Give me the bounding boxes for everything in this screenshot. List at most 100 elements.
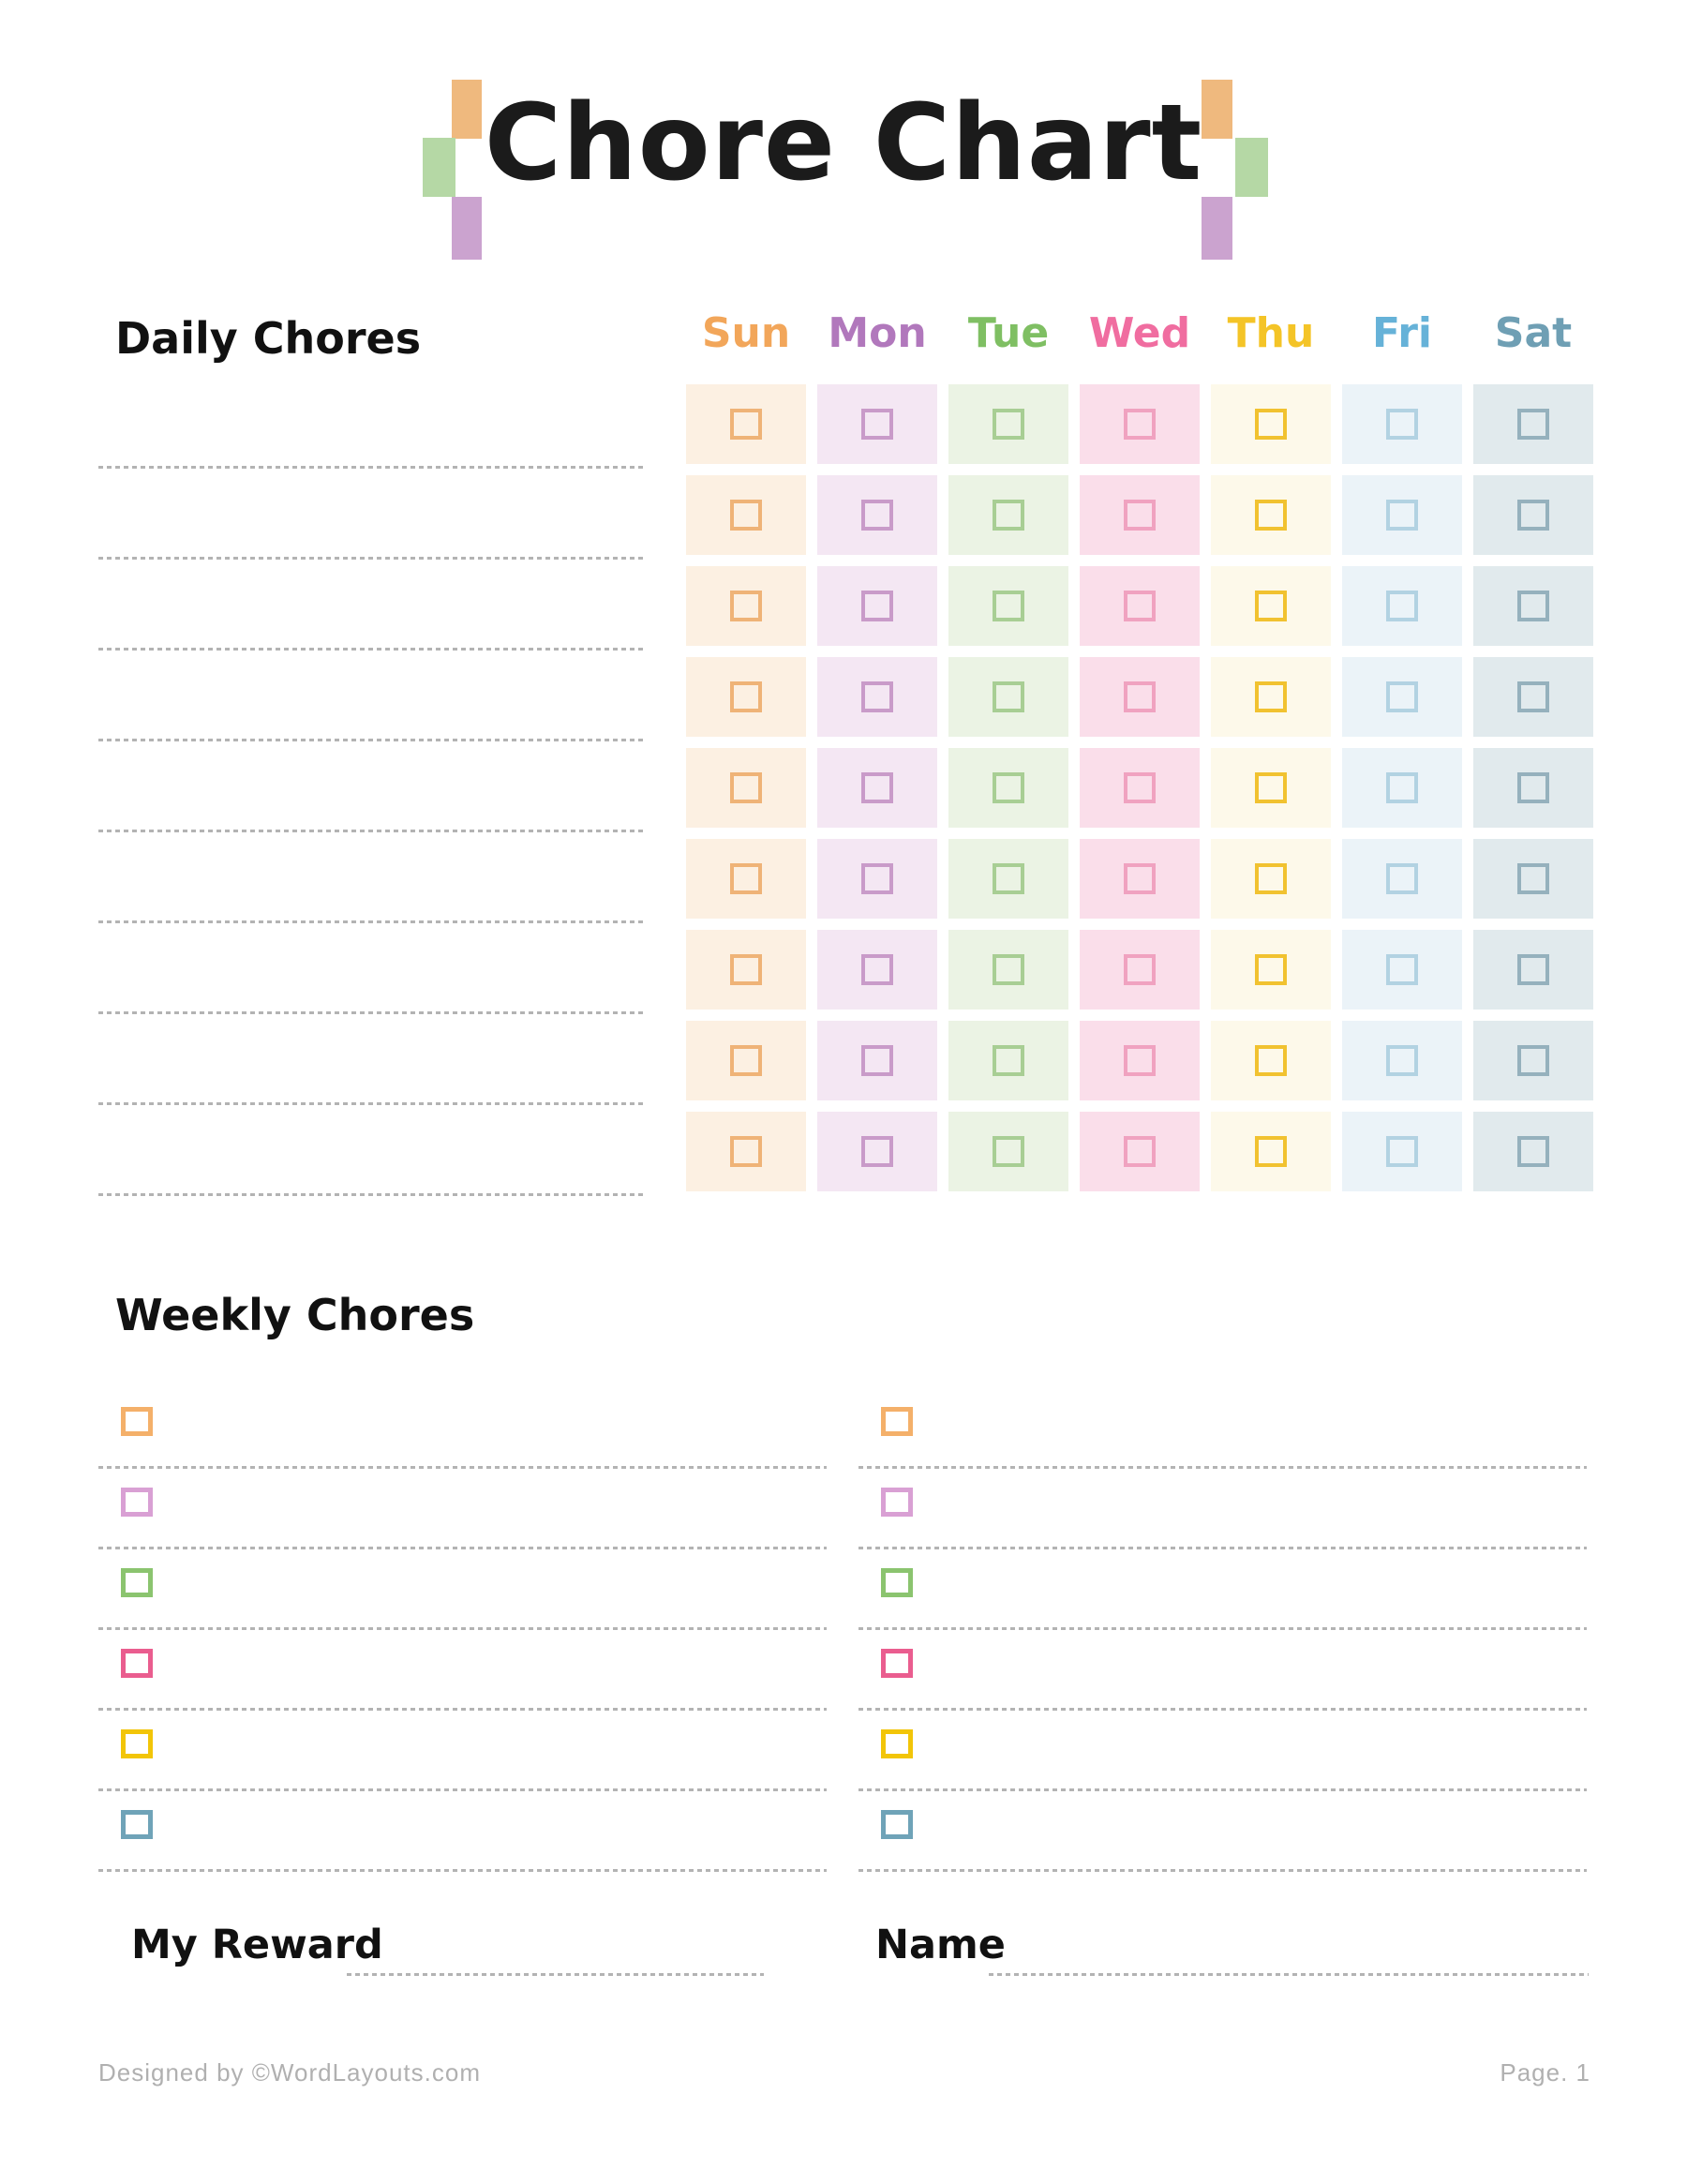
weekly-chore-line-right-1 — [858, 1466, 1587, 1469]
daily-checkbox-sun-row4[interactable] — [730, 681, 762, 712]
daily-checkbox-wed-row2[interactable] — [1124, 500, 1156, 531]
daily-checkbox-sat-row7[interactable] — [1517, 954, 1549, 985]
daily-checkbox-mon-row3[interactable] — [861, 591, 893, 621]
weekly-chore-item-left-3 — [98, 1568, 827, 1649]
daily-checkbox-mon-row9[interactable] — [861, 1136, 893, 1167]
daily-checkbox-wed-row4[interactable] — [1124, 681, 1156, 712]
daily-checkbox-wed-row8[interactable] — [1124, 1045, 1156, 1076]
title-decor-right — [1202, 80, 1268, 260]
daily-cell-sun-row2 — [686, 475, 806, 555]
daily-checkbox-tue-row6[interactable] — [993, 863, 1024, 894]
daily-checkbox-mon-row5[interactable] — [861, 772, 893, 803]
daily-cell-wed-row5 — [1080, 748, 1200, 828]
weekly-checkbox-left-3[interactable] — [121, 1568, 153, 1597]
daily-checkbox-fri-row2[interactable] — [1386, 500, 1418, 531]
daily-checkbox-fri-row3[interactable] — [1386, 591, 1418, 621]
daily-checkbox-sat-row4[interactable] — [1517, 681, 1549, 712]
daily-checkbox-sun-row5[interactable] — [730, 772, 762, 803]
weekly-chore-line-left-4 — [98, 1708, 827, 1711]
daily-checkbox-thu-row3[interactable] — [1255, 591, 1287, 621]
daily-checkbox-sun-row2[interactable] — [730, 500, 762, 531]
daily-checkbox-tue-row5[interactable] — [993, 772, 1024, 803]
daily-checkbox-wed-row9[interactable] — [1124, 1136, 1156, 1167]
daily-checkbox-mon-row4[interactable] — [861, 681, 893, 712]
daily-cell-wed-row6 — [1080, 839, 1200, 919]
weekly-checkbox-left-5[interactable] — [121, 1729, 153, 1758]
daily-checkbox-mon-row2[interactable] — [861, 500, 893, 531]
name-write-line — [989, 1973, 1589, 1976]
weekly-checkbox-right-5[interactable] — [881, 1729, 913, 1758]
daily-checkbox-fri-row5[interactable] — [1386, 772, 1418, 803]
daily-checkbox-wed-row5[interactable] — [1124, 772, 1156, 803]
daily-cell-wed-row1 — [1080, 384, 1200, 464]
daily-cell-fri-row3 — [1342, 566, 1462, 646]
daily-checkbox-sat-row3[interactable] — [1517, 591, 1549, 621]
daily-cell-sun-row7 — [686, 930, 806, 1010]
weekly-checkbox-right-3[interactable] — [881, 1568, 913, 1597]
weekly-checkbox-right-2[interactable] — [881, 1488, 913, 1517]
daily-chore-line-4 — [98, 739, 647, 741]
daily-cell-sun-row4 — [686, 657, 806, 737]
daily-checkbox-fri-row7[interactable] — [1386, 954, 1418, 985]
daily-checkbox-thu-row6[interactable] — [1255, 863, 1287, 894]
daily-checkbox-sat-row1[interactable] — [1517, 409, 1549, 440]
daily-checkbox-fri-row9[interactable] — [1386, 1136, 1418, 1167]
decor-purple-block — [1202, 197, 1232, 260]
daily-checkbox-sat-row6[interactable] — [1517, 863, 1549, 894]
weekly-checkbox-right-4[interactable] — [881, 1649, 913, 1678]
daily-checkbox-thu-row5[interactable] — [1255, 772, 1287, 803]
daily-checkbox-sun-row9[interactable] — [730, 1136, 762, 1167]
daily-chores-heading: Daily Chores — [115, 313, 422, 364]
daily-cell-fri-row6 — [1342, 839, 1462, 919]
weekly-chore-line-left-5 — [98, 1788, 827, 1791]
weekly-chore-item-right-2 — [858, 1488, 1587, 1568]
weekly-checkbox-right-1[interactable] — [881, 1407, 913, 1436]
weekly-checkbox-left-6[interactable] — [121, 1810, 153, 1839]
daily-checkbox-wed-row7[interactable] — [1124, 954, 1156, 985]
weekly-checkbox-right-6[interactable] — [881, 1810, 913, 1839]
daily-checkbox-sat-row5[interactable] — [1517, 772, 1549, 803]
daily-checkbox-wed-row6[interactable] — [1124, 863, 1156, 894]
daily-checkbox-sat-row8[interactable] — [1517, 1045, 1549, 1076]
daily-checkbox-tue-row9[interactable] — [993, 1136, 1024, 1167]
daily-checkbox-thu-row8[interactable] — [1255, 1045, 1287, 1076]
daily-checkbox-tue-row3[interactable] — [993, 591, 1024, 621]
daily-checkbox-thu-row2[interactable] — [1255, 500, 1287, 531]
daily-checkbox-tue-row7[interactable] — [993, 954, 1024, 985]
daily-checkbox-sun-row1[interactable] — [730, 409, 762, 440]
daily-chore-grid — [686, 384, 1593, 1191]
daily-checkbox-tue-row1[interactable] — [993, 409, 1024, 440]
weekly-checkbox-left-2[interactable] — [121, 1488, 153, 1517]
daily-cell-mon-row7 — [817, 930, 937, 1010]
daily-checkbox-sun-row6[interactable] — [730, 863, 762, 894]
daily-checkbox-tue-row8[interactable] — [993, 1045, 1024, 1076]
daily-checkbox-tue-row2[interactable] — [993, 500, 1024, 531]
daily-checkbox-sun-row7[interactable] — [730, 954, 762, 985]
daily-checkbox-thu-row7[interactable] — [1255, 954, 1287, 985]
daily-checkbox-thu-row1[interactable] — [1255, 409, 1287, 440]
daily-checkbox-mon-row1[interactable] — [861, 409, 893, 440]
daily-checkbox-wed-row3[interactable] — [1124, 591, 1156, 621]
daily-checkbox-sat-row9[interactable] — [1517, 1136, 1549, 1167]
daily-checkbox-mon-row6[interactable] — [861, 863, 893, 894]
daily-checkbox-sat-row2[interactable] — [1517, 500, 1549, 531]
daily-checkbox-mon-row7[interactable] — [861, 954, 893, 985]
daily-checkbox-thu-row4[interactable] — [1255, 681, 1287, 712]
daily-checkbox-fri-row8[interactable] — [1386, 1045, 1418, 1076]
daily-checkbox-fri-row4[interactable] — [1386, 681, 1418, 712]
daily-cell-fri-row5 — [1342, 748, 1462, 828]
daily-checkbox-tue-row4[interactable] — [993, 681, 1024, 712]
daily-cell-tue-row5 — [948, 748, 1068, 828]
weekly-checkbox-left-1[interactable] — [121, 1407, 153, 1436]
daily-checkbox-fri-row1[interactable] — [1386, 409, 1418, 440]
daily-checkbox-wed-row1[interactable] — [1124, 409, 1156, 440]
weekly-checkbox-left-4[interactable] — [121, 1649, 153, 1678]
daily-checkbox-mon-row8[interactable] — [861, 1045, 893, 1076]
daily-cell-mon-row6 — [817, 839, 937, 919]
daily-checkbox-thu-row9[interactable] — [1255, 1136, 1287, 1167]
daily-checkbox-fri-row6[interactable] — [1386, 863, 1418, 894]
daily-checkbox-sun-row3[interactable] — [730, 591, 762, 621]
daily-cell-sun-row6 — [686, 839, 806, 919]
daily-checkbox-sun-row8[interactable] — [730, 1045, 762, 1076]
daily-cell-sat-row2 — [1473, 475, 1593, 555]
